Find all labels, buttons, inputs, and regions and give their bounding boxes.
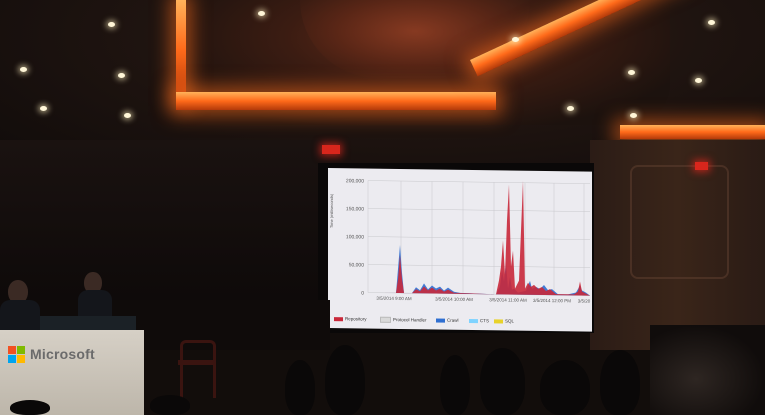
x-tick-label: 3/5/2014 12:00 PM — [533, 298, 571, 304]
legend-item: CTS — [469, 318, 489, 323]
ceiling-light — [630, 113, 637, 118]
y-tick-label: 50,000 — [349, 262, 365, 268]
audience-head — [440, 355, 470, 415]
legend-swatch — [334, 316, 343, 322]
audience-head — [285, 360, 315, 415]
x-tick-label: 3/5/2014 11:00 AM — [489, 297, 527, 303]
ceiling-glow-right — [620, 125, 765, 139]
ceiling-light — [40, 106, 47, 111]
ceiling-glow-left — [176, 0, 186, 100]
legend-swatch — [469, 318, 478, 323]
legend-item: Protocol Handler — [380, 316, 427, 324]
ceiling-light — [258, 11, 265, 16]
legend-label: SQL — [505, 318, 515, 324]
y-tick-label: 100,000 — [346, 234, 364, 240]
legend-item: SQL — [494, 318, 515, 324]
legend-label: Crawl — [447, 317, 459, 323]
legend-swatch — [380, 316, 391, 323]
ceiling-light — [628, 70, 635, 75]
legend-label: CTS — [480, 318, 489, 324]
audience-head — [10, 400, 50, 415]
audience — [0, 340, 765, 415]
ceiling-light — [118, 73, 125, 78]
x-tick-label: 3/5/2014 9:00 AM — [376, 296, 412, 301]
chair-seat — [178, 360, 214, 365]
ceiling-light — [124, 113, 131, 118]
timeline-chart: 200,000 150,000 100,000 50,000 0 3/5/201… — [346, 178, 591, 304]
wall-right — [590, 140, 765, 350]
legend-label: Repository — [345, 316, 367, 322]
audience-head — [480, 348, 525, 415]
ceiling-light — [108, 22, 115, 27]
legend-item: Repository — [334, 316, 367, 322]
presenter-head — [8, 280, 28, 304]
ceiling-light — [695, 78, 702, 83]
ceiling-light — [20, 67, 27, 72]
ceiling-light — [708, 20, 715, 25]
exit-sign — [322, 145, 340, 154]
ceiling-light — [567, 106, 574, 111]
chair-back — [180, 340, 216, 398]
microsoft-logo-icon — [8, 346, 26, 364]
x-tick-label: 3/5/2014 10:00 AM — [435, 296, 473, 302]
presenter-table — [40, 316, 136, 330]
audience-head — [600, 350, 640, 415]
legend-item: Crawl — [436, 318, 459, 323]
exit-sign — [695, 162, 708, 170]
presenter-body — [78, 290, 112, 320]
audience-member-right — [650, 325, 765, 415]
y-axis-label: Time (milliseconds) — [329, 193, 334, 229]
ceiling-glow-front — [176, 92, 496, 110]
presenter-head — [84, 272, 102, 294]
legend-swatch — [494, 319, 503, 324]
legend-label: Protocol Handler — [393, 317, 427, 323]
audience-head — [150, 395, 190, 415]
x-tick-label: 3/5/20 — [578, 298, 591, 303]
y-tick-label: 200,000 — [346, 178, 364, 184]
y-tick-label: 150,000 — [346, 206, 364, 212]
legend-swatch — [436, 318, 445, 323]
audience-head — [540, 360, 590, 415]
audience-head — [325, 345, 365, 415]
y-tick-label: 0 — [361, 290, 364, 296]
projection-screen: 200,000 150,000 100,000 50,000 0 3/5/201… — [328, 168, 592, 332]
presenter-body — [0, 300, 40, 332]
ceiling-light — [512, 37, 519, 42]
podium-brand-text: Microsoft — [30, 346, 95, 362]
